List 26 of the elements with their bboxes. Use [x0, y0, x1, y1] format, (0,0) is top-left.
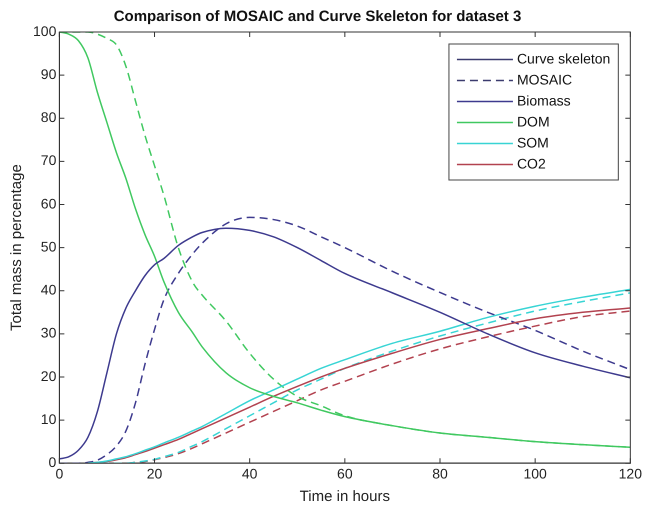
- y-tick-label: 60: [40, 195, 57, 212]
- y-tick-label: 90: [40, 66, 57, 82]
- y-tick-label: 20: [40, 368, 57, 384]
- y-axis-title: Total mass in percentage: [8, 164, 26, 331]
- chart-title: Comparison of MOSAIC and Curve Skeleton for dataset 3: [114, 8, 522, 26]
- y-tick-label: 10: [40, 410, 57, 427]
- legend-label: SOM: [516, 134, 549, 150]
- legend-label: Curve skeleton: [516, 50, 610, 66]
- x-tick-label: 100: [523, 465, 548, 482]
- x-tick-label: 40: [242, 465, 258, 482]
- x-tick-label: 120: [618, 465, 642, 482]
- legend-label: MOSAIC: [516, 71, 572, 88]
- y-tick-label: 40: [40, 282, 57, 298]
- legend-label: Biomass: [516, 92, 571, 108]
- x-axis-title: Time in hours: [300, 488, 390, 506]
- legend-label: CO2: [516, 155, 546, 172]
- y-tick-label: 80: [40, 109, 57, 126]
- y-tick-label: 100: [33, 22, 57, 39]
- y-tick-label: 30: [40, 324, 57, 341]
- x-tick-label: 20: [146, 465, 163, 482]
- y-tick-label: 0: [48, 454, 57, 470]
- x-tick-label: 60: [337, 465, 353, 482]
- y-tick-label: 70: [40, 152, 57, 168]
- x-tick-label: 80: [432, 465, 448, 482]
- legend-label: DOM: [516, 113, 550, 130]
- y-tick-label: 50: [40, 238, 57, 254]
